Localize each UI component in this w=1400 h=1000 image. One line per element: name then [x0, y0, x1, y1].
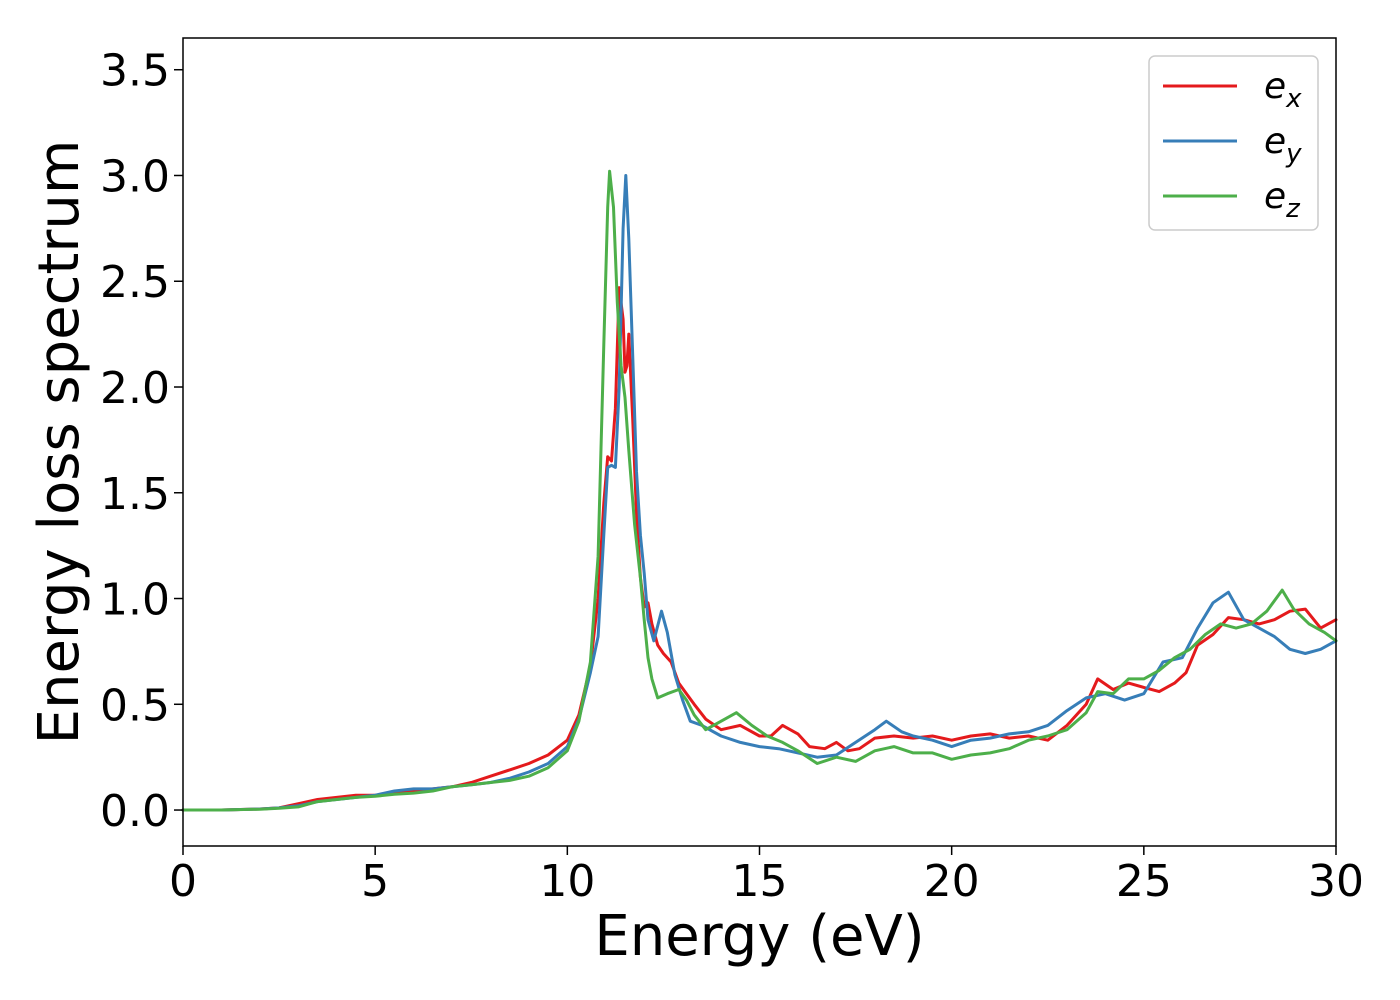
y-tick-label: 1.0	[100, 575, 170, 626]
x-tick-label: 10	[539, 856, 595, 907]
x-tick-label: 30	[1308, 856, 1364, 907]
x-tick-label: 20	[924, 856, 980, 907]
x-tick-label: 0	[169, 856, 197, 907]
series-line-z	[181, 169, 1338, 812]
y-tick-label: 0.5	[100, 680, 170, 731]
x-tick-label: 25	[1116, 856, 1172, 907]
x-axis-ticks: 0 5 10 15 20 25 30	[169, 846, 1364, 907]
y-tick-label: 0.0	[100, 786, 170, 837]
y-tick-label: 2.5	[100, 257, 170, 308]
y-tick-label: 2.0	[100, 363, 170, 414]
x-tick-label: 15	[732, 856, 788, 907]
y-axis-ticks: 0.0 0.5 1.0 1.5 2.0 2.5 3.0 3.5	[100, 46, 183, 837]
y-tick-label: 1.5	[100, 469, 170, 520]
y-axis-title: Energy loss spectrum	[27, 140, 92, 745]
series-line-x	[181, 286, 1338, 812]
y-tick-label: 3.5	[100, 46, 170, 97]
x-tick-label: 5	[361, 856, 389, 907]
series-group	[181, 169, 1338, 812]
legend-box	[1148, 55, 1319, 231]
series-line-y	[181, 174, 1338, 812]
y-tick-label: 3.0	[100, 151, 170, 202]
x-axis-title: Energy (eV)	[594, 904, 924, 969]
